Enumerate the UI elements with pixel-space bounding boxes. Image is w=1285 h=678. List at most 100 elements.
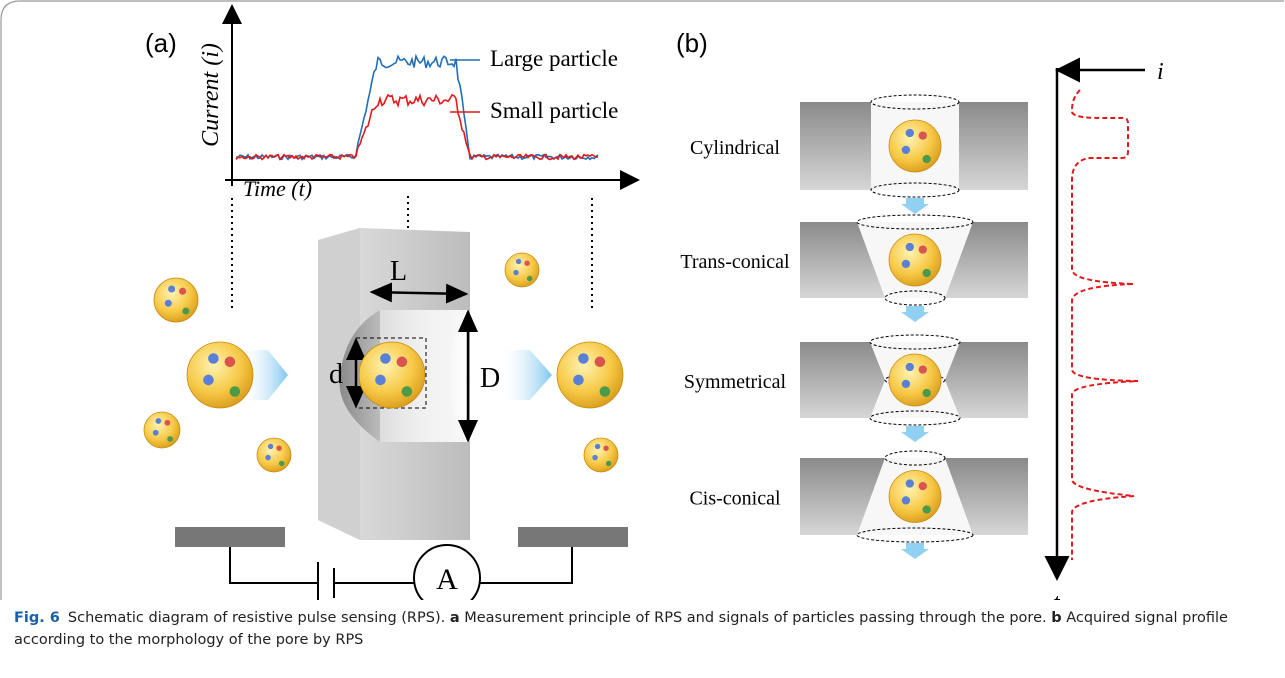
particle-dot	[902, 496, 910, 504]
particle-body	[144, 412, 180, 448]
particle-body	[187, 342, 253, 408]
figure: (a) Current (i) Time (t) Large particle …	[0, 0, 1285, 600]
particle-dot	[167, 436, 173, 442]
panel-label: (b)	[676, 28, 708, 58]
pore-label: L	[390, 256, 407, 287]
page: (a) Current (i) Time (t) Large particle …	[0, 0, 1285, 678]
particle-body	[889, 120, 941, 172]
particle-dot	[513, 270, 518, 275]
particle-body	[889, 234, 941, 286]
part-label: b	[1051, 610, 1061, 626]
particle	[889, 120, 941, 172]
particle-dot	[225, 357, 236, 368]
particle	[889, 471, 941, 523]
flow-arrow	[901, 426, 929, 442]
particle	[889, 234, 941, 286]
flow-arrow	[500, 350, 552, 400]
particle	[154, 278, 198, 322]
flow-arrow	[901, 306, 929, 322]
particle-dot	[268, 444, 273, 449]
particle-dot	[208, 353, 219, 364]
legend-label: Large particle	[490, 46, 618, 71]
particle-dot	[168, 285, 175, 292]
particle-dot	[524, 260, 529, 265]
panel-label: (a)	[145, 28, 177, 58]
particle-body	[257, 438, 291, 472]
particle-dot	[902, 260, 910, 268]
current-axis-label: i	[1157, 59, 1164, 85]
particle-dot	[153, 430, 159, 436]
caption: Fig. 6 Schematic diagram of resistive pul…	[14, 607, 1264, 651]
particle-body	[557, 342, 623, 408]
particle-body	[359, 342, 425, 408]
particle-dot	[600, 386, 611, 397]
legend-label: Small particle	[490, 98, 618, 123]
particle-dot	[606, 461, 611, 466]
y-axis-label: Current (i)	[198, 43, 224, 147]
particle-body	[154, 278, 198, 322]
particle-body	[889, 354, 941, 406]
particle	[359, 342, 425, 408]
particle-dot	[402, 386, 413, 397]
pore-label: d	[329, 359, 343, 390]
particle-dot	[923, 269, 931, 277]
pore-type-label: Cylindrical	[690, 137, 780, 159]
particle-dot	[902, 380, 910, 388]
particle-dot	[380, 353, 391, 364]
particle	[889, 354, 941, 406]
pore-profiles: Cylindrical Trans-conical Symmetrical Cis-c…	[680, 95, 1028, 559]
particle-dot	[919, 365, 927, 373]
figure-number: Fig. 6	[14, 610, 60, 626]
particle-dot	[182, 307, 189, 314]
particle-dot	[906, 479, 914, 487]
particle-dot	[906, 243, 914, 251]
pore-type-label: Trans-conical	[680, 251, 790, 273]
signal-profile	[1072, 90, 1138, 560]
particle-dot	[156, 418, 162, 424]
particle-body	[505, 253, 539, 287]
pore-type-label: Cis-conical	[689, 488, 781, 510]
particle-dot	[906, 129, 914, 137]
particle-dot	[902, 146, 910, 154]
pore-type-label: Symmetrical	[684, 371, 787, 393]
part-label: a	[450, 610, 460, 626]
particle-dot	[603, 445, 608, 450]
particle-dot	[923, 155, 931, 163]
particle-dot	[279, 461, 284, 466]
caption-text: Measurement principle of RPS and signals…	[464, 610, 1046, 626]
particle-dot	[203, 375, 214, 386]
particle-dot	[919, 245, 927, 253]
flow-arrow	[901, 543, 929, 559]
particle-dot	[578, 353, 589, 364]
particle-dot	[906, 363, 914, 371]
particle-body	[584, 438, 618, 472]
particle-dot	[165, 420, 171, 426]
particle-dot	[573, 375, 584, 386]
particle-body	[889, 471, 941, 523]
particle-dot	[595, 357, 606, 368]
particle-dot	[165, 300, 172, 307]
ammeter-label: A	[436, 563, 458, 596]
particle	[187, 342, 253, 408]
particle-dot	[179, 288, 186, 295]
pore-label: D	[480, 363, 500, 394]
x-axis-label: Time (t)	[243, 176, 312, 201]
particle-dot	[265, 455, 270, 460]
caption-title: Schematic diagram of resistive pulse sen…	[68, 610, 445, 626]
particle-dot	[276, 445, 281, 450]
particle-dot	[516, 259, 521, 264]
time-axis-label: t	[1053, 590, 1061, 600]
flow-arrow	[901, 198, 929, 214]
particle-dot	[230, 386, 241, 397]
particle	[557, 342, 623, 408]
particle-dot	[595, 444, 600, 449]
particle	[257, 438, 291, 472]
particle	[144, 412, 180, 448]
particle-dot	[397, 357, 408, 368]
particle	[505, 253, 539, 287]
particle-dot	[527, 276, 532, 281]
particle-dot	[923, 505, 931, 513]
particle-dot	[919, 131, 927, 139]
particle-dot	[592, 455, 597, 460]
particle-dot	[923, 389, 931, 397]
